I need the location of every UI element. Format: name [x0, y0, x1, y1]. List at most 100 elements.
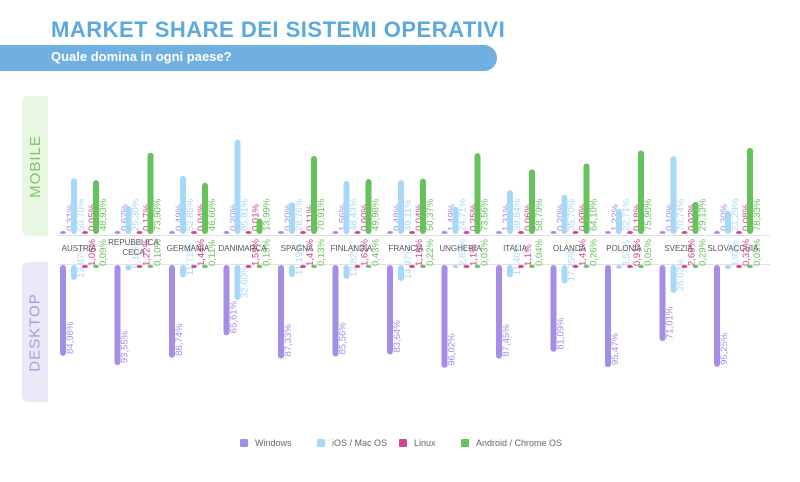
mobile-bar-italia-windows	[496, 231, 502, 234]
mobile-value-label: 0,02%	[687, 204, 698, 231]
desktop-value-label: 0,09%	[98, 239, 109, 266]
mobile-value-label: 85,81%	[240, 198, 251, 231]
desktop-bar-olanda-android-chrome-os	[583, 265, 590, 268]
desktop-value-label: 17,25%	[567, 249, 578, 282]
mobile-value-label: 13,99%	[262, 198, 273, 231]
mobile-value-label: 0,00%	[578, 204, 589, 231]
mobile-value-label: 58,79%	[534, 198, 545, 231]
category-label: FINLANDIA	[331, 244, 373, 253]
mobile-bar-svezia-ios-mac-os	[670, 156, 677, 234]
mobile-value-label: 0,11%	[305, 204, 316, 231]
mobile-bar-svezia-linux	[681, 231, 688, 234]
desktop-bar-slovacchia-ios-mac-os	[725, 265, 731, 270]
desktop-value-label: 2,85%	[458, 239, 469, 266]
mobile-bar-spagna-ios-mac-os	[289, 202, 295, 234]
mobile-value-label: 0,31%	[65, 204, 76, 231]
mobile-bar-ungheria-ios-mac-os	[452, 206, 459, 234]
category-label: DANIMARCA	[218, 244, 267, 253]
legend-swatch	[317, 439, 325, 447]
mobile-bar-austria-windows	[60, 231, 66, 234]
mobile-value-label: 48,43%	[349, 198, 360, 231]
mobile-value-label: 70,91%	[316, 198, 327, 231]
desktop-bar-spagna-linux	[300, 265, 306, 268]
mobile-bar-ungheria-windows	[441, 231, 448, 234]
legend-label: Linux	[414, 438, 436, 448]
desktop-bar-finlandia-windows	[332, 265, 339, 357]
mobile-value-label: 0,04%	[196, 204, 207, 231]
desktop-value-label: 0,10%	[153, 239, 164, 266]
desktop-value-label: 1,41%	[578, 239, 589, 266]
category-label: UNGHERIA	[439, 244, 482, 253]
mobile-bar-italia-ios-mac-os	[507, 190, 513, 234]
desktop-bar-repubblica-ceca-android-chrome-os	[147, 265, 154, 268]
desktop-value-label: 1,44%	[196, 239, 207, 266]
mobile-value-label: 73,56%	[480, 198, 491, 231]
mobile-bar-finlandia-android-chrome-os	[365, 179, 372, 234]
mobile-value-label: 49,98%	[371, 198, 382, 231]
mobile-value-label: 0,30%	[719, 204, 730, 231]
mobile-value-label: 0,20%	[283, 204, 294, 231]
mobile-bar-slovacchia-android-chrome-os	[747, 147, 753, 234]
desktop-bar-finlandia-ios-mac-os	[343, 265, 350, 279]
desktop-bar-italia-ios-mac-os	[507, 265, 513, 278]
desktop-value-label: 26,03%	[676, 258, 687, 291]
desktop-bar-germania-ios-mac-os	[180, 265, 186, 278]
desktop-bar-austria-ios-mac-os	[71, 265, 77, 280]
mobile-bar-olanda-windows	[550, 231, 557, 234]
desktop-bar-francia-android-chrome-os	[420, 265, 426, 268]
mobile-value-label: 50,70%	[76, 198, 87, 231]
mobile-value-label: 0,08%	[741, 204, 752, 231]
desktop-value-label: 1,16%	[414, 239, 425, 266]
mobile-bar-germania-ios-mac-os	[180, 175, 186, 234]
desktop-section-tab: DESKTOP	[22, 262, 48, 402]
desktop-value-label: 1,1%	[469, 244, 480, 266]
desktop-value-label: 85,56%	[338, 322, 349, 355]
desktop-bar-slovacchia-linux	[736, 265, 742, 268]
desktop-value-label: 87,45%	[501, 324, 512, 357]
legend-item: Android / Chrome OS	[461, 438, 562, 448]
mobile-bar-italia-android-chrome-os	[529, 169, 535, 234]
desktop-bar-austria-windows	[60, 265, 66, 356]
desktop-bar-ungheria-ios-mac-os	[452, 265, 459, 269]
mobile-value-label: 29,13%	[698, 198, 709, 231]
legend-swatch	[461, 439, 469, 447]
desktop-value-label: 0,29%	[698, 239, 709, 266]
mobile-value-label: 52,85%	[185, 198, 196, 231]
category-label: REPUBBLICA	[108, 238, 159, 247]
category-label: FRANCIA	[388, 244, 424, 253]
desktop-value-label: 84,98%	[65, 321, 76, 354]
mobile-bar-danimarca-windows	[223, 231, 230, 234]
mobile-bar-austria-linux	[82, 231, 88, 234]
desktop-value-label: 1,59%	[251, 239, 262, 266]
desktop-value-label: 65,61%	[229, 300, 240, 333]
mobile-value-label: 21,29%	[730, 198, 741, 231]
desktop-bar-spagna-ios-mac-os	[289, 265, 295, 277]
desktop-value-label: 14,97%	[403, 246, 414, 279]
desktop-bar-polonia-ios-mac-os	[616, 265, 622, 269]
desktop-value-label: 0,26%	[589, 239, 600, 266]
mobile-bar-olanda-linux	[572, 231, 579, 234]
chart-title: MARKET SHARE DEI SISTEMI OPERATIVI	[51, 17, 506, 42]
mobile-bar-ungheria-android-chrome-os	[474, 153, 481, 234]
mobile-bar-danimarca-linux	[245, 231, 252, 234]
desktop-bar-finlandia-android-chrome-os	[365, 265, 372, 268]
desktop-value-label: 3,92%	[730, 240, 741, 267]
desktop-value-label: 11,71%	[185, 243, 196, 275]
desktop-value-label: 1,1%	[523, 244, 534, 266]
legend-item: Windows	[240, 438, 292, 448]
desktop-value-label: 1,47%	[305, 239, 316, 266]
desktop-bar-francia-windows	[387, 265, 393, 355]
desktop-bar-germania-linux	[191, 265, 197, 268]
legend-swatch	[240, 439, 248, 447]
desktop-value-label: 11,40%	[512, 243, 523, 275]
desktop-value-label: 0,05%	[643, 239, 654, 266]
mobile-bar-ungheria-linux	[463, 231, 470, 234]
mobile-bar-slovacchia-windows	[714, 231, 720, 234]
mobile-bar-danimarca-ios-mac-os	[234, 139, 241, 234]
desktop-bar-italia-linux	[518, 265, 524, 268]
desktop-bar-italia-android-chrome-os	[529, 265, 535, 268]
mobile-value-label: 25,30%	[131, 198, 142, 231]
desktop-value-label: 0,04%	[534, 239, 545, 266]
desktop-value-label: 1,06%	[87, 239, 98, 266]
chart-legend: Windows iOS / Mac OS Linux Android / Chrome…	[0, 438, 800, 454]
